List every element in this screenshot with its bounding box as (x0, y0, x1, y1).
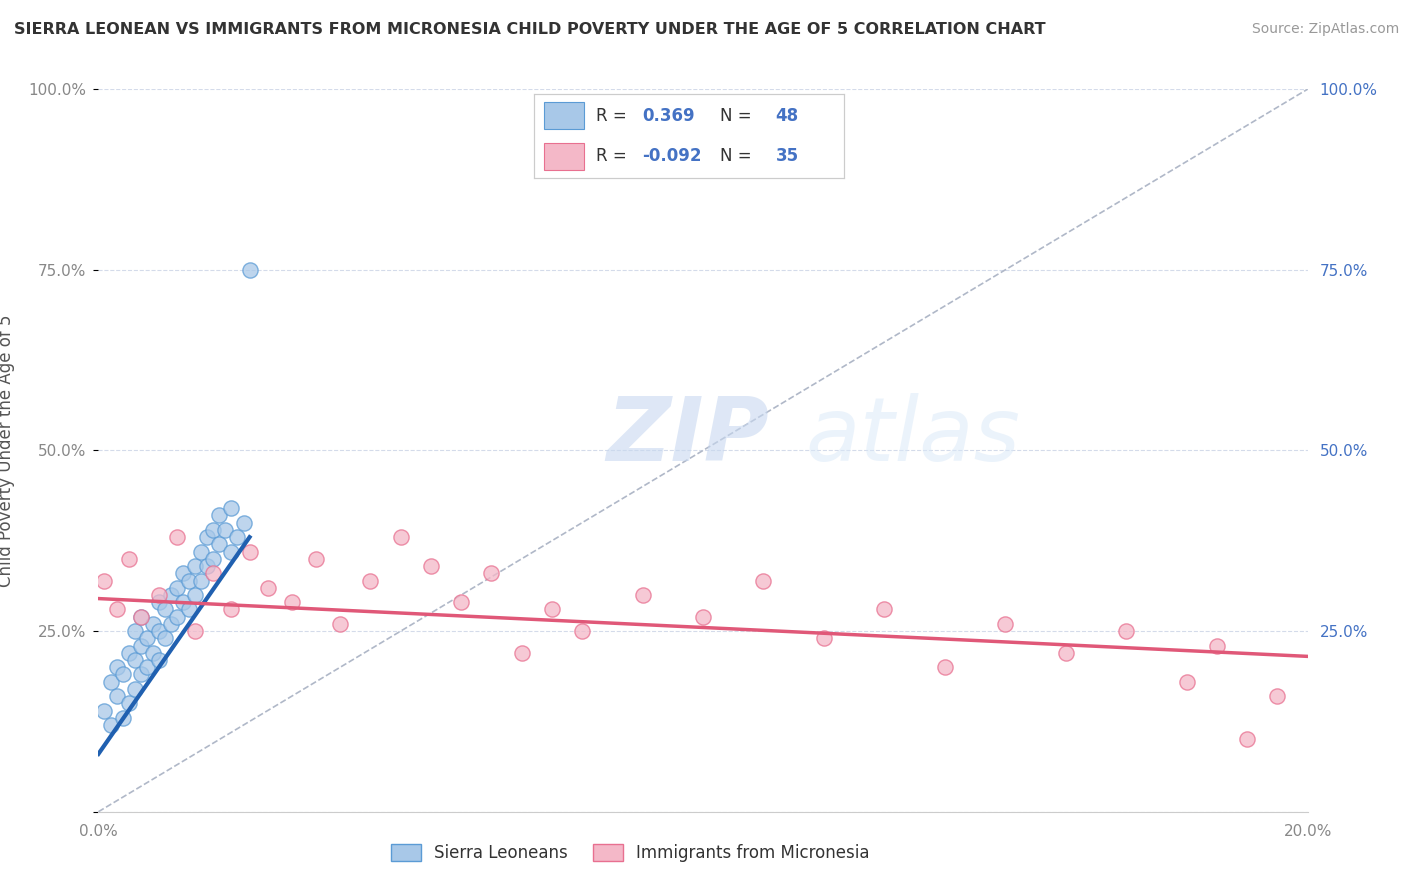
Y-axis label: Child Poverty Under the Age of 5: Child Poverty Under the Age of 5 (0, 314, 14, 587)
Point (221, 544, 243, 558)
Point (129, 609, 152, 624)
Text: N =: N = (720, 107, 756, 125)
Point (179, 574, 201, 588)
Point (153, 602, 176, 616)
Point (124, 653, 146, 667)
Point (232, 516, 254, 530)
Legend: Sierra Leoneans, Immigrants from Micronesia: Sierra Leoneans, Immigrants from Microne… (384, 837, 876, 869)
Point (148, 624, 170, 639)
Text: Source: ZipAtlas.com: Source: ZipAtlas.com (1251, 22, 1399, 37)
Point (179, 602, 201, 616)
Point (105, 660, 128, 674)
Text: 0.369: 0.369 (643, 107, 695, 125)
Point (813, 632, 835, 646)
Point (389, 530, 412, 544)
Point (752, 574, 775, 588)
Point (190, 574, 212, 588)
Point (172, 595, 194, 609)
Point (166, 530, 188, 544)
Point (148, 653, 170, 667)
Point (1115, 624, 1137, 639)
Point (1267, 689, 1289, 703)
Point (1206, 639, 1229, 653)
Point (692, 609, 714, 624)
Text: SIERRA LEONEAN VS IMMIGRANTS FROM MICRONESIA CHILD POVERTY UNDER THE AGE OF 5 CO: SIERRA LEONEAN VS IMMIGRANTS FROM MICRON… (14, 22, 1046, 37)
Point (994, 616, 1017, 631)
Point (631, 588, 654, 602)
Text: -0.092: -0.092 (643, 147, 702, 165)
Point (124, 624, 146, 639)
Text: 48: 48 (776, 107, 799, 125)
Point (510, 646, 533, 660)
Point (93, 574, 115, 588)
Point (221, 501, 243, 516)
Point (202, 523, 225, 537)
Point (184, 588, 207, 602)
Point (105, 689, 128, 703)
Point (148, 595, 170, 609)
Point (360, 574, 382, 588)
Point (142, 616, 165, 631)
Point (1236, 732, 1258, 747)
Point (100, 718, 122, 732)
Point (571, 624, 593, 639)
Point (124, 681, 146, 696)
Point (329, 616, 352, 631)
Point (208, 508, 231, 523)
Point (873, 602, 896, 616)
Point (118, 646, 141, 660)
Text: 35: 35 (776, 147, 799, 165)
Point (305, 551, 328, 566)
Text: atlas: atlas (806, 393, 1021, 479)
Point (214, 523, 236, 537)
Point (105, 602, 128, 616)
Point (202, 551, 225, 566)
Point (129, 609, 152, 624)
Point (172, 566, 194, 581)
Point (148, 588, 170, 602)
Point (195, 559, 218, 574)
Point (129, 667, 152, 681)
Point (540, 602, 562, 616)
Point (934, 660, 956, 674)
Point (481, 566, 503, 581)
Point (221, 602, 243, 616)
Point (118, 551, 141, 566)
Point (239, 544, 262, 558)
Point (184, 559, 207, 574)
Bar (544, 103, 583, 129)
Point (239, 262, 262, 277)
Point (450, 595, 472, 609)
Text: R =: R = (596, 147, 633, 165)
Point (135, 660, 157, 674)
Bar (544, 143, 583, 169)
Point (420, 559, 443, 574)
Point (281, 595, 304, 609)
Point (111, 711, 134, 725)
Point (166, 581, 188, 595)
Point (1054, 646, 1077, 660)
Point (1175, 674, 1198, 689)
Text: R =: R = (596, 107, 633, 125)
Point (153, 632, 176, 646)
Point (166, 609, 188, 624)
Point (142, 646, 165, 660)
Point (93, 704, 115, 718)
Point (256, 581, 278, 595)
Point (160, 588, 183, 602)
Point (208, 537, 231, 551)
Point (118, 696, 141, 710)
Text: ZIP: ZIP (606, 392, 769, 480)
Point (135, 632, 157, 646)
Point (111, 667, 134, 681)
Text: N =: N = (720, 147, 756, 165)
Point (195, 530, 218, 544)
Point (100, 674, 122, 689)
Point (190, 544, 212, 558)
Point (160, 616, 183, 631)
Point (226, 530, 249, 544)
Point (202, 566, 225, 581)
Point (184, 624, 207, 639)
Point (129, 639, 152, 653)
